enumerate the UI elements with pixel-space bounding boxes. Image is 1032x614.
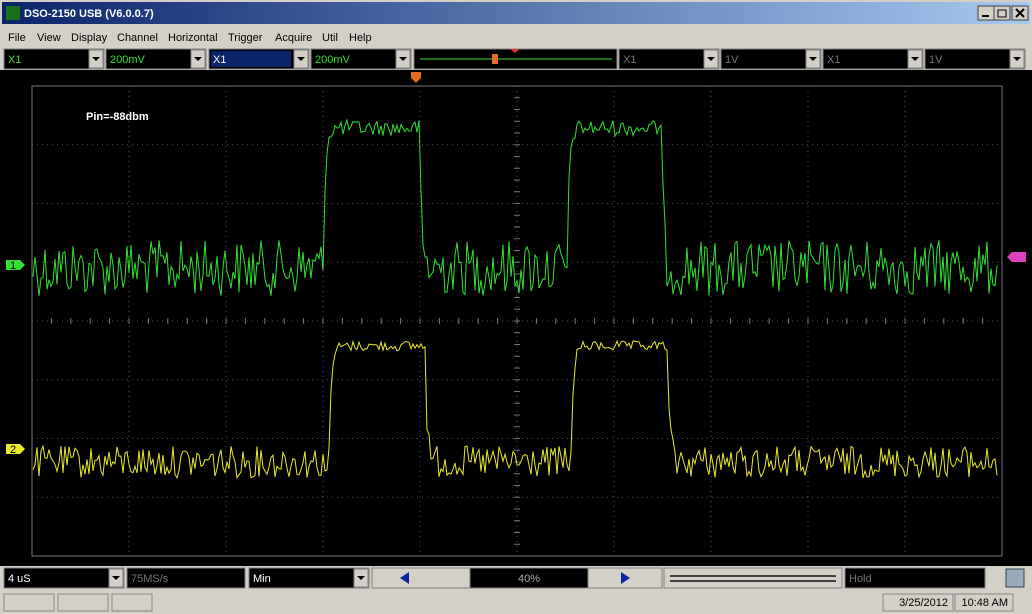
menu-item[interactable]: File	[8, 32, 26, 44]
slider-thumb[interactable]	[492, 54, 498, 64]
run-state: Hold	[849, 573, 872, 585]
combo-box[interactable]	[924, 48, 1026, 70]
dropdown-arrow	[911, 57, 919, 61]
position-value: 40%	[518, 573, 540, 585]
channel-2-marker	[6, 444, 25, 454]
menu-item[interactable]: Display	[71, 32, 108, 44]
channel-1-label: 1	[10, 260, 16, 272]
combo-value: 1V	[725, 54, 739, 66]
app-icon	[6, 6, 20, 20]
dropdown-arrow	[399, 57, 407, 61]
menu-bg	[0, 28, 1032, 46]
menu-bar: File View Display Channel Horizontal Trigger A…	[0, 28, 1032, 46]
dropdown-arrow	[707, 57, 715, 61]
combo-value: X1	[827, 54, 840, 66]
menu-item[interactable]: Util	[322, 32, 338, 44]
dropdown-arrow	[809, 57, 817, 61]
menu-item[interactable]: Help	[349, 32, 372, 44]
channel-2-label: 2	[10, 444, 16, 456]
restore-button[interactable]	[993, 5, 1011, 21]
annotation: Pin=-88dbm	[86, 111, 149, 123]
minimize-button[interactable]	[977, 5, 995, 21]
status-date: 3/25/2012	[899, 597, 948, 609]
combo-box[interactable]	[822, 48, 924, 70]
right-arrow	[621, 572, 630, 584]
slider-marker	[510, 49, 520, 53]
status-pane	[954, 593, 1014, 612]
menu-item[interactable]: Trigger	[228, 32, 263, 44]
status-bar	[0, 591, 1032, 614]
combo-value: X1	[213, 54, 226, 66]
status-pane	[3, 593, 55, 612]
menu-item[interactable]: View	[37, 32, 61, 44]
left-arrow	[400, 572, 409, 584]
channel-1-trace	[32, 118, 998, 296]
combo-box[interactable]	[105, 48, 207, 70]
combo-box[interactable]	[720, 48, 822, 70]
window-buttons[interactable]	[977, 5, 1029, 21]
toolbar: X1 200mV X1 200mV X1 1V X1 1V	[3, 48, 1026, 70]
combo-value: Min	[253, 573, 271, 585]
dropdown-arrow	[357, 576, 365, 580]
status-time: 10:48 AM	[962, 597, 1008, 609]
channel-2-trace	[32, 339, 998, 480]
combo-value: 200mV	[315, 54, 351, 66]
menu-item[interactable]: Horizontal	[168, 32, 218, 44]
trigger-level-marker	[1007, 252, 1026, 262]
channel-1-marker	[6, 260, 25, 270]
field	[126, 567, 246, 589]
trigger-position-marker	[411, 72, 421, 83]
menu-item[interactable]: Channel	[117, 32, 158, 44]
combo-value: 1V	[929, 54, 943, 66]
combo-box[interactable]	[3, 48, 105, 70]
scope-screen	[0, 70, 1032, 566]
dropdown-arrow	[194, 57, 202, 61]
combo-value: 200mV	[110, 54, 146, 66]
menu-item[interactable]: Acquire	[275, 32, 312, 44]
status-pane	[111, 593, 153, 612]
title-bar	[2, 2, 1030, 24]
graticule	[31, 85, 1003, 557]
combo-value: 4 uS	[8, 573, 31, 585]
combo-box[interactable]	[248, 567, 370, 589]
combo-box[interactable]	[310, 48, 412, 70]
dropdown-arrow	[1013, 57, 1021, 61]
level-slider[interactable]	[663, 567, 843, 589]
dropdown-arrow	[92, 57, 100, 61]
sample-rate: 75MS/s	[131, 573, 169, 585]
dropdown-arrow	[112, 576, 120, 580]
settings-icon[interactable]	[1005, 568, 1025, 588]
combo-value: X1	[8, 54, 21, 66]
bottom-bar: 4 uS 75MS/s Min 40% Hold	[0, 566, 1032, 590]
status-pane	[882, 593, 954, 612]
scroll-left-button[interactable]	[371, 567, 471, 589]
combo-selection	[211, 51, 291, 67]
status-pane	[57, 593, 109, 612]
combo-value: X1	[623, 54, 636, 66]
state-field	[844, 567, 986, 589]
combo-box[interactable]	[3, 567, 125, 589]
combo-box[interactable]	[618, 48, 720, 70]
dropdown-arrow	[297, 57, 305, 61]
window-title: DSO-2150 USB (V6.0.0.7)	[24, 8, 154, 20]
